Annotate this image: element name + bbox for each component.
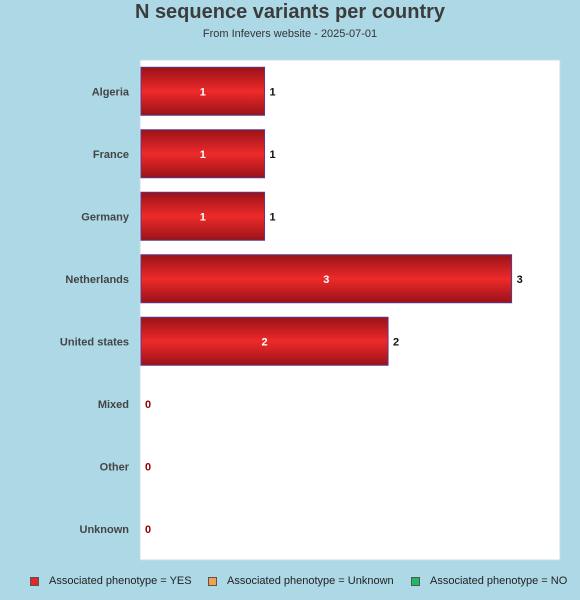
category-label: Germany	[81, 211, 130, 223]
category-label: Mixed	[98, 399, 129, 411]
legend-swatch-unknown	[208, 576, 217, 586]
bar	[140, 254, 513, 304]
total-label: 0	[145, 399, 151, 411]
chart-title: N sequence variants per country	[134, 1, 446, 23]
bar-value-label: 1	[200, 149, 206, 161]
bar	[140, 316, 389, 366]
legend: Associated phenotype = YES Associated ph…	[0, 575, 580, 591]
bar-value-label: 3	[323, 274, 329, 286]
total-label: 1	[270, 211, 276, 223]
category-label: Unknown	[80, 524, 130, 536]
legend-swatch-no	[411, 576, 420, 586]
total-label: 1	[270, 86, 276, 98]
total-label: 0	[145, 524, 151, 536]
category-label: Other	[100, 461, 130, 473]
bar	[140, 191, 266, 241]
category-label: United states	[60, 336, 129, 348]
category-label: Netherlands	[65, 274, 129, 286]
legend-item-yes[interactable]: Associated phenotype = YES	[30, 575, 192, 587]
legend-item-no[interactable]: Associated phenotype = NO	[411, 575, 567, 587]
total-label: 0	[145, 461, 151, 473]
legend-swatch-yes	[30, 576, 39, 586]
bar	[140, 66, 266, 116]
legend-label-yes: Associated phenotype = YES	[49, 575, 192, 587]
legend-label-no: Associated phenotype = NO	[430, 575, 568, 587]
bar-value-label: 1	[200, 86, 206, 98]
legend-label-unknown: Associated phenotype = Unknown	[227, 575, 394, 587]
category-label: France	[93, 149, 129, 161]
total-label: 3	[517, 274, 523, 286]
bar-value-label: 1	[200, 211, 206, 223]
bar-value-label: 2	[261, 336, 267, 348]
category-label: Algeria	[92, 86, 130, 98]
total-label: 1	[270, 149, 276, 161]
bar	[140, 129, 266, 179]
total-label: 2	[393, 336, 399, 348]
chart-subtitle: From Infevers website - 2025-07-01	[202, 28, 378, 40]
legend-item-unknown[interactable]: Associated phenotype = Unknown	[208, 575, 394, 587]
